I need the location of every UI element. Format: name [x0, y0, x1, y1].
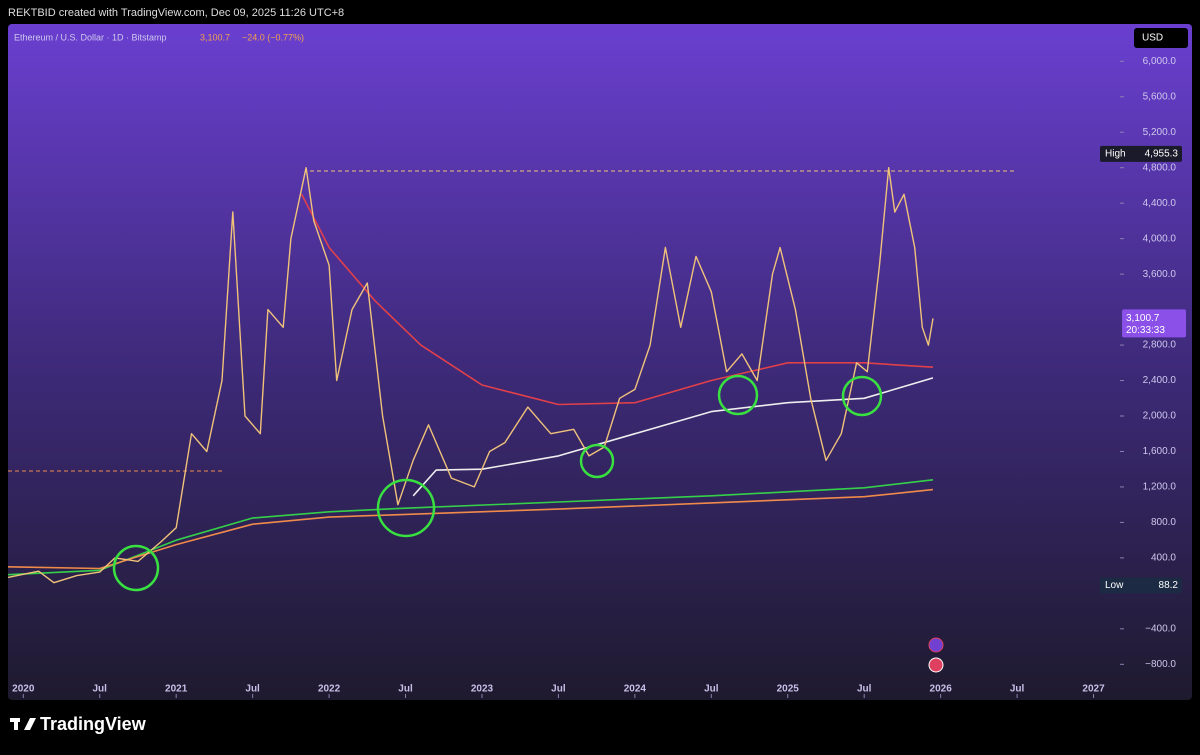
last-price-tag: [1122, 309, 1186, 338]
y-tick-label: −400.0: [1145, 623, 1176, 634]
last-price: 3,100.7: [1126, 313, 1160, 324]
highlights: [112, 374, 883, 592]
x-tick-label: 2026: [930, 684, 953, 695]
x-tick-label: Jul: [93, 684, 108, 695]
y-tick-label: 2,400.0: [1143, 375, 1177, 386]
y-tick-label: 2,000.0: [1143, 411, 1177, 422]
currency[interactable]: USD: [1142, 33, 1163, 44]
low-value: 88.2: [1159, 580, 1179, 591]
highlight-circle: [841, 375, 883, 417]
currency-button[interactable]: [1134, 28, 1188, 48]
event-icon[interactable]: [928, 637, 944, 653]
y-tick-label: 800.0: [1151, 517, 1176, 528]
highlight-circle: [717, 374, 759, 416]
highlight-circle: [579, 443, 615, 479]
y-tick-label: 2,800.0: [1143, 340, 1177, 351]
y-tick-label: −800.0: [1145, 659, 1176, 670]
series-line: [7, 479, 934, 576]
y-tick-label: 1,200.0: [1143, 482, 1177, 493]
x-tick-label: 2021: [165, 684, 188, 695]
credit: REKTBID created with TradingView.com, De…: [8, 7, 344, 19]
series-line: [7, 488, 934, 570]
x-tick-label: 2020: [12, 684, 35, 695]
y-tick-label: 4,000.0: [1143, 233, 1177, 244]
series-line: [300, 193, 934, 406]
x-tick-label: Jul: [245, 684, 260, 695]
header-price: 3,100.7: [200, 32, 230, 42]
brand: TradingView: [40, 714, 147, 734]
highlight-circle: [112, 544, 160, 592]
low-label: Low: [1105, 580, 1124, 591]
high-tag: [1100, 145, 1182, 162]
symbol-title: Ethereum / U.S. Dollar · 1D · Bitstamp: [14, 32, 167, 42]
x-tick-label: 2023: [471, 684, 494, 695]
header-change: −24.0 (−0.77%): [242, 32, 304, 42]
logo: TradingView: [10, 714, 147, 734]
x-tick-label: 2022: [318, 684, 341, 695]
y-tick-label: 3,600.0: [1143, 269, 1177, 280]
x-tick-label: Jul: [857, 684, 872, 695]
x-tick-label: 2027: [1082, 684, 1105, 695]
x-tick-label: 2024: [624, 684, 647, 695]
event-icon[interactable]: [928, 657, 944, 673]
logo-mark: [24, 718, 36, 730]
high-value: 4,955.3: [1145, 149, 1179, 160]
y-tick-label: 4,800.0: [1143, 162, 1177, 173]
series-line: [7, 167, 934, 584]
plot: 6,000.0 5,600.0 5,200.0 4,800.0 4,400.0 4,000…: [7, 56, 1186, 698]
x-tick-label: Jul: [1010, 684, 1025, 695]
x-tick-label: Jul: [704, 684, 719, 695]
x-tick-label: Jul: [398, 684, 413, 695]
y-tick-label: 4,400.0: [1143, 198, 1177, 209]
series-line: [412, 377, 934, 497]
low-tag: [1100, 577, 1182, 594]
y-tick-label: 400.0: [1151, 553, 1176, 564]
high-label: High: [1105, 149, 1126, 160]
y-tick-label: 5,600.0: [1143, 91, 1177, 102]
highlight-circle: [376, 478, 436, 538]
y-tick-label: 5,200.0: [1143, 127, 1177, 138]
countdown: 20:33:33: [1126, 325, 1165, 336]
x-tick-label: Jul: [551, 684, 566, 695]
logo-mark: [14, 718, 18, 730]
y-tick-label: 6,000.0: [1143, 56, 1177, 67]
x-tick-label: 2025: [777, 684, 800, 695]
y-tick-label: 1,600.0: [1143, 446, 1177, 457]
chart-area: [8, 24, 1192, 700]
